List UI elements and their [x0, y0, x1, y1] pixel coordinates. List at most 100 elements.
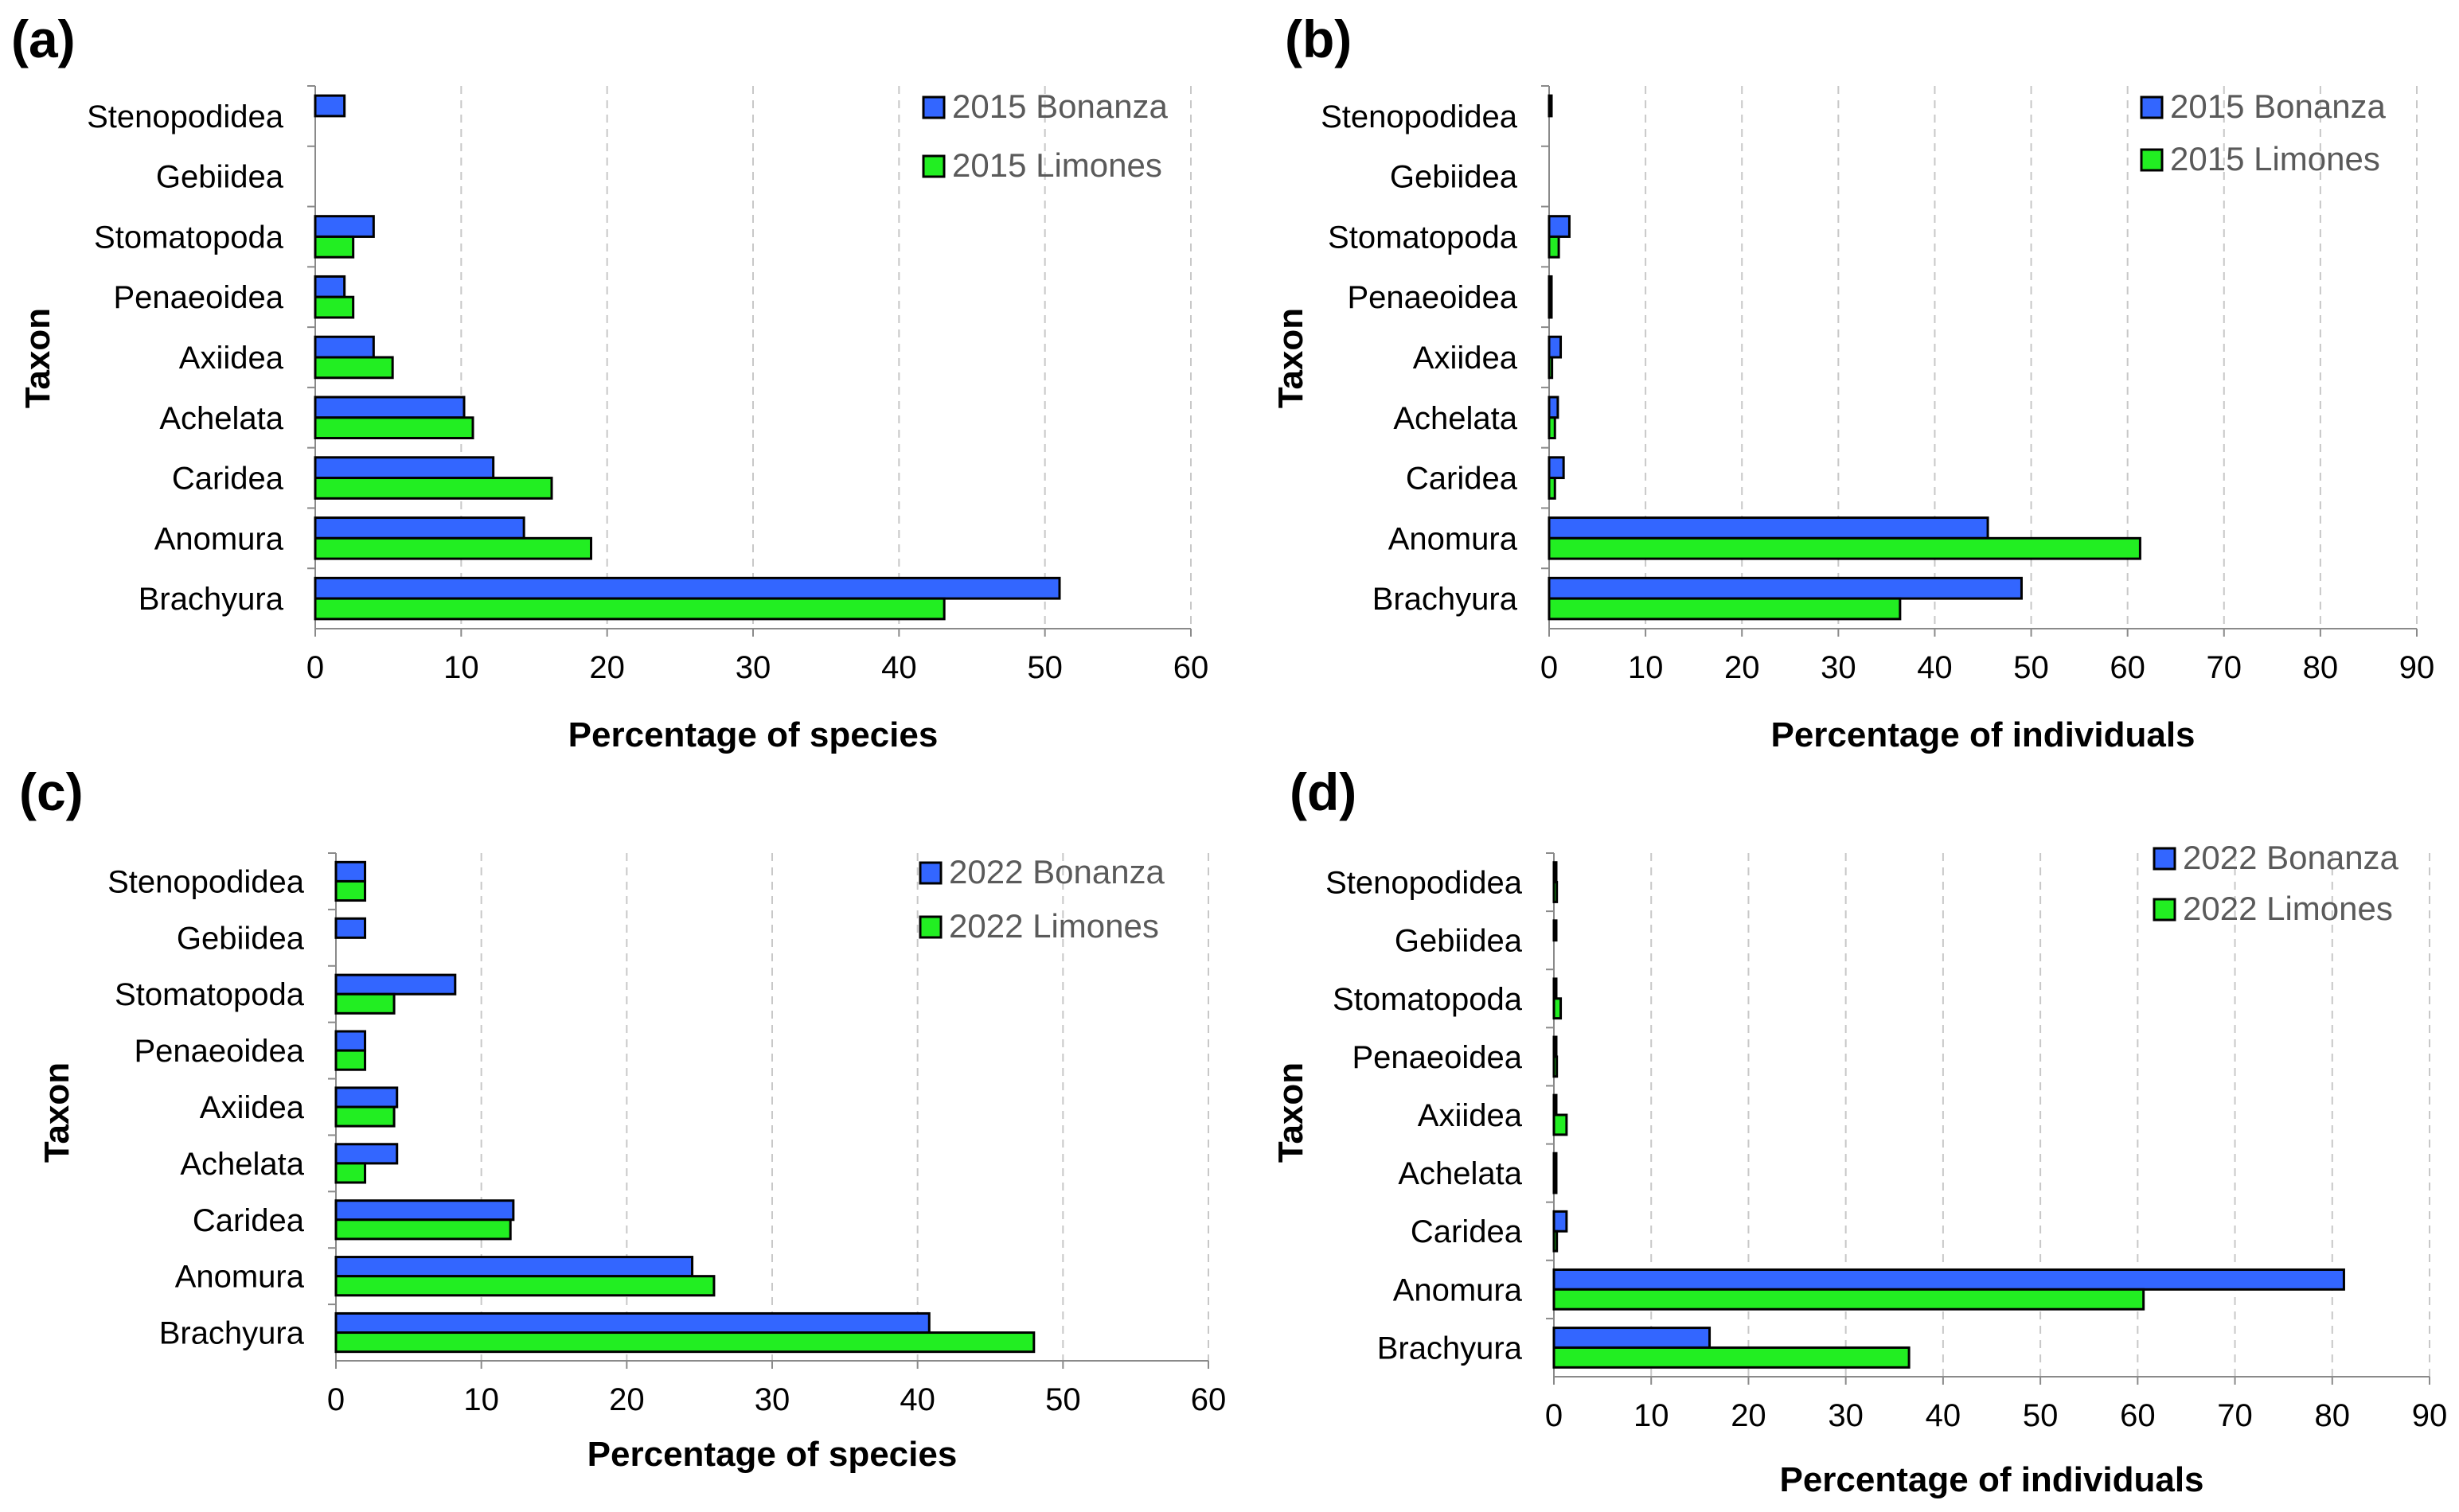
legend-entry: 2022 Limones: [2183, 890, 2393, 927]
bar-series1: [1552, 1327, 1712, 1349]
category-label: Caridea: [1411, 1214, 1523, 1249]
x-axis-title: Percentage of individuals: [1770, 715, 2195, 754]
bar-series2: [314, 235, 355, 259]
bar-series1: [1548, 335, 1563, 359]
category-label: Brachyura: [1372, 582, 1518, 617]
x-tick-label: 0: [1545, 1398, 1563, 1433]
bar-series1: [334, 1311, 931, 1335]
x-tick-label: 60: [1191, 1382, 1227, 1417]
bar-series2: [314, 416, 474, 440]
x-tick-label: 10: [463, 1382, 499, 1417]
legend-entry: 2015 Bonanza: [2170, 88, 2387, 125]
bar-series1: [334, 1086, 399, 1109]
x-tick-label: 50: [2013, 650, 2049, 685]
bar-series1: [334, 860, 367, 883]
legend-entry: 2022 Limones: [949, 907, 1159, 945]
category-label: Brachyura: [139, 582, 284, 617]
chart-panel-2: (b) 0 10 20 30 40 50 60 70 80 90 Stenopodidea Gebiid…: [1271, 10, 2434, 754]
bar-series1: [314, 215, 375, 238]
bar-series2: [1552, 1346, 1911, 1369]
x-tick-label: 10: [443, 650, 479, 685]
bar-series1: [1552, 1268, 2345, 1291]
y-axis-title: Taxon: [37, 1062, 76, 1163]
category-label: Achelata: [1398, 1156, 1522, 1191]
category-label: Axiidea: [179, 341, 284, 376]
category-label: Gebiidea: [156, 160, 284, 195]
legend-entry: 2015 Limones: [952, 146, 1162, 184]
bar-series1: [334, 1143, 399, 1165]
bar-series2: [314, 536, 592, 560]
legend-entry: 2022 Bonanza: [2183, 839, 2399, 876]
x-tick-label: 20: [1731, 1398, 1766, 1433]
bar-series2: [1548, 597, 1902, 621]
x-tick-label: 50: [2023, 1398, 2059, 1433]
bar-series2: [314, 477, 553, 500]
category-label: Anomura: [175, 1260, 305, 1295]
category-label: Stomatopoda: [94, 220, 284, 255]
category-label: Axiidea: [200, 1090, 305, 1125]
y-axis-title: Taxon: [1271, 308, 1310, 408]
bar-series2: [334, 1162, 367, 1184]
x-tick-label: 90: [2412, 1398, 2448, 1433]
bar-series1: [1552, 977, 1558, 1000]
y-axis-title: Taxon: [18, 308, 57, 408]
category-label: Anomura: [1388, 521, 1518, 556]
legend-swatch: [2153, 898, 2176, 922]
bar-series2: [334, 1331, 1036, 1354]
bar-series2: [334, 992, 396, 1015]
x-tick-label: 40: [1926, 1398, 1961, 1433]
x-axis-title: Percentage of individuals: [1779, 1460, 2203, 1499]
x-tick-label: 50: [1027, 650, 1063, 685]
bar-series1: [314, 516, 525, 540]
bar-series2: [314, 356, 394, 380]
category-label: Caridea: [172, 462, 284, 497]
legend-entry: 2015 Bonanza: [952, 88, 1169, 125]
x-tick-label: 60: [2120, 1398, 2156, 1433]
category-label: Stomatopoda: [115, 977, 305, 1012]
panel-label: (a): [11, 10, 76, 68]
bar-series1: [334, 1199, 515, 1222]
bar-series2: [1552, 997, 1563, 1020]
bar-series1: [1552, 919, 1558, 942]
bar-series2: [334, 1049, 367, 1071]
bar-series2: [1548, 536, 2141, 560]
bar-series2: [334, 1105, 396, 1128]
legend-entry: 2022 Bonanza: [949, 853, 1165, 890]
legend-swatch: [919, 915, 943, 939]
bar-series2: [334, 1218, 512, 1241]
legend-swatch: [919, 861, 943, 885]
bar-series1: [334, 917, 367, 939]
x-tick-label: 40: [881, 650, 917, 685]
legend-swatch: [2153, 847, 2176, 871]
bar-series2: [1548, 235, 1560, 259]
bar-series2: [334, 1275, 716, 1297]
x-tick-label: 70: [2217, 1398, 2253, 1433]
legend-swatch: [922, 95, 946, 119]
category-label: Gebiidea: [177, 921, 305, 956]
bar-series2: [1552, 1113, 1568, 1136]
panel-label: (d): [1290, 762, 1356, 821]
bar-series2: [1548, 477, 1556, 500]
category-label: Penaeoidea: [113, 280, 283, 315]
x-tick-label: 0: [1540, 650, 1558, 685]
bar-series1: [1552, 1035, 1558, 1058]
category-label: Achelata: [180, 1147, 304, 1182]
y-axis-title: Taxon: [1271, 1062, 1310, 1163]
bar-series1: [314, 396, 466, 419]
legend-swatch: [2140, 148, 2164, 172]
bar-series1: [1552, 1210, 1568, 1233]
x-tick-label: 20: [609, 1382, 645, 1417]
bar-series1: [1548, 576, 2023, 600]
bar-series2: [1552, 1229, 1559, 1253]
bar-series1: [1548, 215, 1571, 238]
bar-series1: [314, 275, 346, 298]
x-tick-label: 90: [2399, 650, 2435, 685]
category-label: Stomatopoda: [1333, 982, 1523, 1017]
category-label: Penaeoidea: [134, 1034, 304, 1069]
x-axis-title: Percentage of species: [587, 1435, 958, 1474]
x-tick-label: 80: [2303, 650, 2339, 685]
bar-series2: [1552, 881, 1559, 903]
bar-series1: [334, 973, 457, 996]
x-tick-label: 10: [1633, 1398, 1669, 1433]
